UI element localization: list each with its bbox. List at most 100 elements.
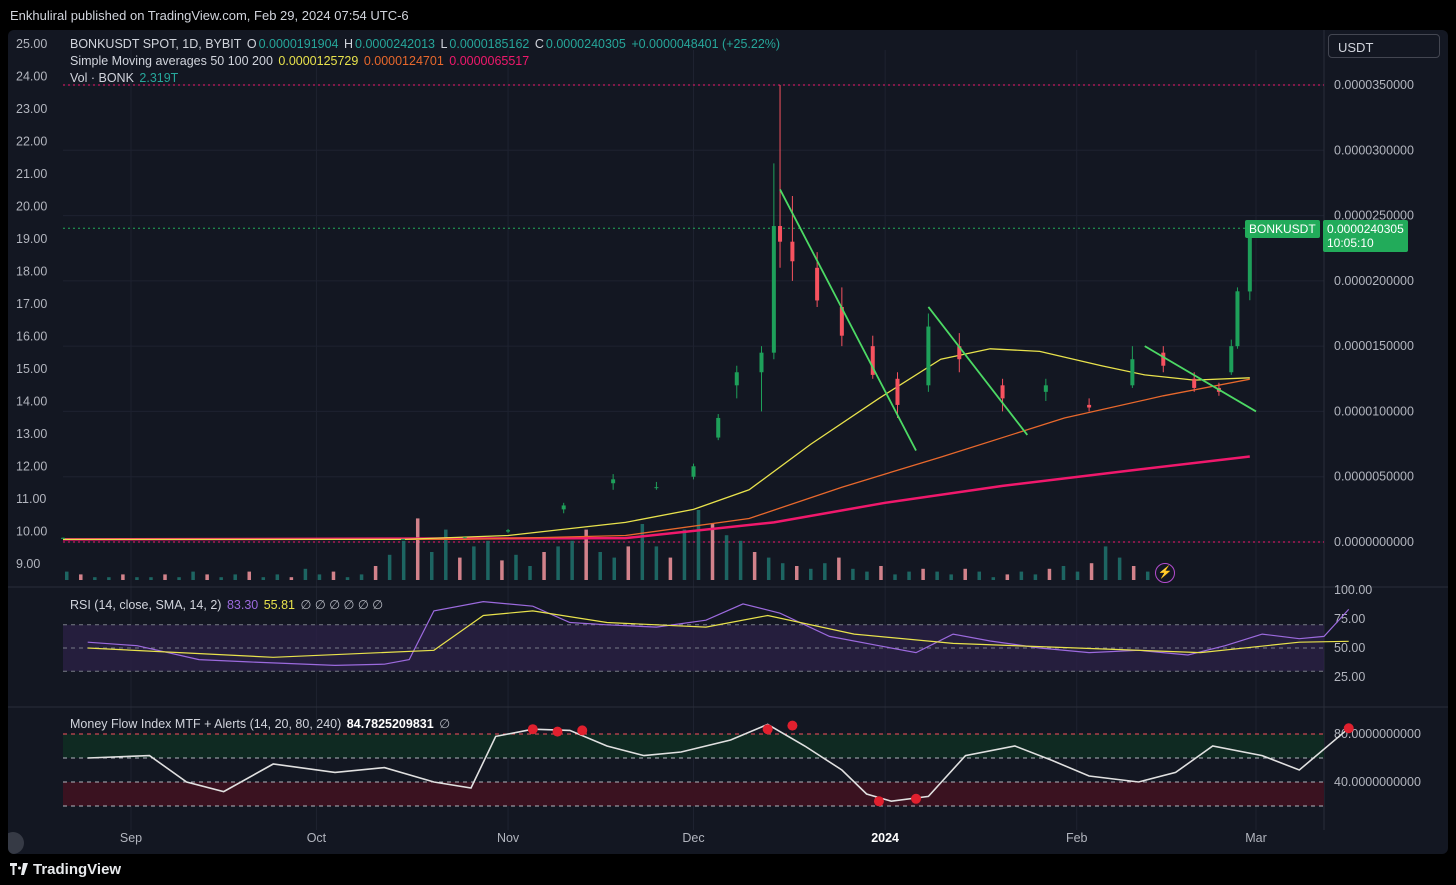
volume-bar xyxy=(542,552,546,580)
candle-body xyxy=(926,326,931,386)
mfi-alert-dot xyxy=(1343,723,1354,734)
volume-legend: Vol · BONK 2.319T xyxy=(70,71,180,85)
volume-bar xyxy=(766,557,771,580)
candle-body xyxy=(790,241,795,262)
volume-bar xyxy=(121,574,125,580)
volume-bar xyxy=(598,552,602,580)
volume-value: 2.319T xyxy=(139,71,179,85)
volume-bar xyxy=(809,568,813,580)
x-axis-tick: Nov xyxy=(497,831,520,845)
volume-bar xyxy=(486,540,490,580)
trend-line xyxy=(927,306,1029,436)
high-label: H xyxy=(344,37,354,51)
volume-bar xyxy=(289,577,294,580)
right-axis-tick: 0.0000000000 xyxy=(1334,535,1414,549)
volume-bar xyxy=(682,529,687,580)
volume-bar xyxy=(514,554,518,580)
candle-body xyxy=(839,306,844,336)
left-axis-tick: 17.00 xyxy=(16,297,47,311)
mfi-alert-dot xyxy=(527,724,538,735)
left-axis-tick: 11.00 xyxy=(16,492,46,506)
open-label: O xyxy=(246,37,257,51)
sma100-value: 0.0000124701 xyxy=(363,54,444,68)
rsi-axis-tick: 25.00 xyxy=(1334,670,1365,684)
x-axis-tick: Sep xyxy=(120,831,142,845)
currency-button[interactable]: USDT xyxy=(1328,34,1440,58)
volume-bar xyxy=(795,566,799,580)
volume-bar xyxy=(430,552,434,580)
grid-lines xyxy=(63,50,1324,830)
left-axis-tick: 19.00 xyxy=(16,232,47,246)
left-axis-tick: 25.00 xyxy=(16,37,47,51)
chart-panel[interactable]: 25.00 24.00 23.00 22.00 21.00 20.00 19.00 18.00… xyxy=(8,30,1448,854)
volume-bar xyxy=(1033,574,1038,580)
candle-body xyxy=(870,346,875,375)
mfi-axis-tick: 40.0000000000 xyxy=(1334,775,1421,789)
mfi-alert-dot xyxy=(873,796,884,807)
volume-bar xyxy=(303,568,308,580)
sma-legend: Simple Moving averages 50 100 200 0.0000… xyxy=(70,54,531,68)
volume-bar xyxy=(345,577,350,580)
scroll-corner-button[interactable] xyxy=(8,832,24,854)
volume-bar xyxy=(640,524,645,580)
candle-body xyxy=(1235,291,1240,347)
right-axis-tick: 0.0000200000 xyxy=(1334,274,1414,288)
rsi-title: RSI (14, close, SMA, 14, 2) xyxy=(70,598,222,612)
volume-bar xyxy=(219,577,223,580)
volume-bar xyxy=(654,546,659,580)
volume-bar xyxy=(205,574,209,580)
candle-body xyxy=(691,466,696,477)
sma100-line xyxy=(63,378,1250,541)
mfi-extras: ∅ xyxy=(439,717,451,731)
volume-bar xyxy=(612,557,616,580)
volume-bar xyxy=(444,529,448,580)
mfi-alert-dot xyxy=(762,724,773,735)
volume-bar xyxy=(1061,566,1066,580)
tradingview-logo-icon xyxy=(10,863,28,875)
mfi-value: 84.7825209831 xyxy=(346,717,434,731)
left-axis-tick: 14.00 xyxy=(16,395,47,409)
volume-bar xyxy=(935,571,939,580)
volume-bar xyxy=(626,546,631,580)
candle-body xyxy=(61,537,65,539)
rsi-axis-tick: 75.00 xyxy=(1334,612,1365,626)
candle-body xyxy=(1229,346,1234,373)
x-axis-tick: Dec xyxy=(682,831,704,845)
volume-bar xyxy=(710,524,715,580)
candle-body xyxy=(400,538,405,540)
candle-body xyxy=(561,505,566,510)
volume-bar xyxy=(401,540,406,580)
right-axis-tick: 0.0000050000 xyxy=(1334,470,1414,484)
right-axis-tick: 0.0000100000 xyxy=(1334,404,1414,418)
x-axis-tick: Oct xyxy=(307,831,327,845)
mfi-legend: Money Flow Index MTF + Alerts (14, 20, 8… xyxy=(70,716,452,731)
volume-bar xyxy=(949,574,953,580)
left-axis-tick: 24.00 xyxy=(16,70,47,84)
sma200-value: 0.0000065517 xyxy=(449,54,530,68)
candle-body xyxy=(815,267,820,301)
right-axis-tick: 0.0000150000 xyxy=(1334,339,1414,353)
close-label: C xyxy=(534,37,544,51)
brand-name: TradingView xyxy=(33,861,122,878)
volume-bar xyxy=(359,574,364,580)
x-axis-tick: 2024 xyxy=(871,831,899,845)
volume-bar xyxy=(373,566,378,580)
left-axis-tick: 18.00 xyxy=(16,265,47,279)
volume-bar xyxy=(865,571,869,580)
candle-body xyxy=(1161,352,1166,366)
lightning-icon[interactable]: ⚡ xyxy=(1155,563,1175,583)
candle-body xyxy=(895,378,900,405)
left-axis-tick: 13.00 xyxy=(16,427,47,441)
price-chart[interactable]: 25.00 24.00 23.00 22.00 21.00 20.00 19.00 18.00… xyxy=(8,30,1448,854)
symbol-name: BONKUSDT SPOT, 1D, BYBIT xyxy=(70,37,242,51)
candle-body xyxy=(957,346,962,360)
left-axis-tick: 20.00 xyxy=(16,200,47,214)
axes: 25.00 24.00 23.00 22.00 21.00 20.00 19.00 18.00… xyxy=(16,37,1421,845)
volume-bar xyxy=(977,571,981,580)
volume-bar xyxy=(879,566,883,580)
rsi-extras: ∅ ∅ ∅ ∅ ∅ ∅ xyxy=(300,598,384,612)
volume-bar xyxy=(79,574,83,580)
volume-bar xyxy=(570,540,574,580)
volume-title: Vol · BONK xyxy=(70,71,134,85)
